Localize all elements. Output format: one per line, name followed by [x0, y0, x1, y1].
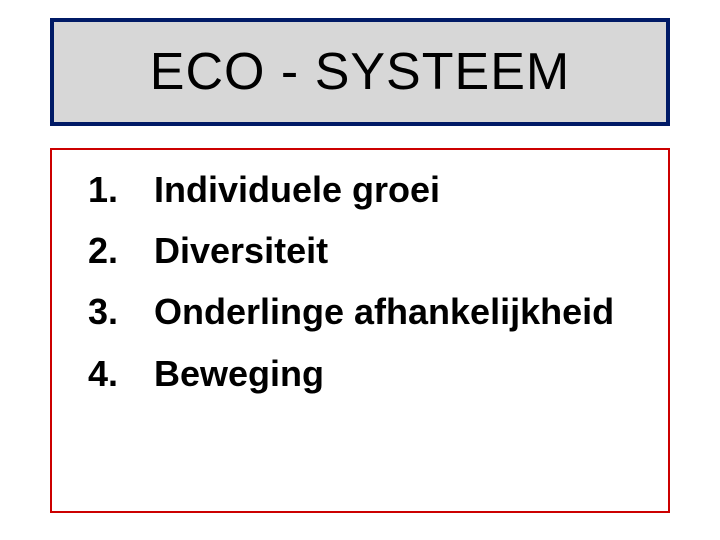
list-item: 3. Onderlinge afhankelijkheid	[64, 290, 656, 333]
list-number: 1.	[64, 168, 154, 211]
list-text: Onderlinge afhankelijkheid	[154, 290, 656, 333]
list-number: 3.	[64, 290, 154, 333]
list-text: Diversiteit	[154, 229, 656, 272]
list-item: 4. Beweging	[64, 352, 656, 395]
title-box: ECO - SYSTEEM	[50, 18, 670, 126]
content-box: 1. Individuele groei 2. Diversiteit 3. O…	[50, 148, 670, 513]
list-number: 2.	[64, 229, 154, 272]
list-number: 4.	[64, 352, 154, 395]
title-text: ECO - SYSTEEM	[150, 42, 570, 102]
list-item: 1. Individuele groei	[64, 168, 656, 211]
list-item: 2. Diversiteit	[64, 229, 656, 272]
list-text: Individuele groei	[154, 168, 656, 211]
list-text: Beweging	[154, 352, 656, 395]
